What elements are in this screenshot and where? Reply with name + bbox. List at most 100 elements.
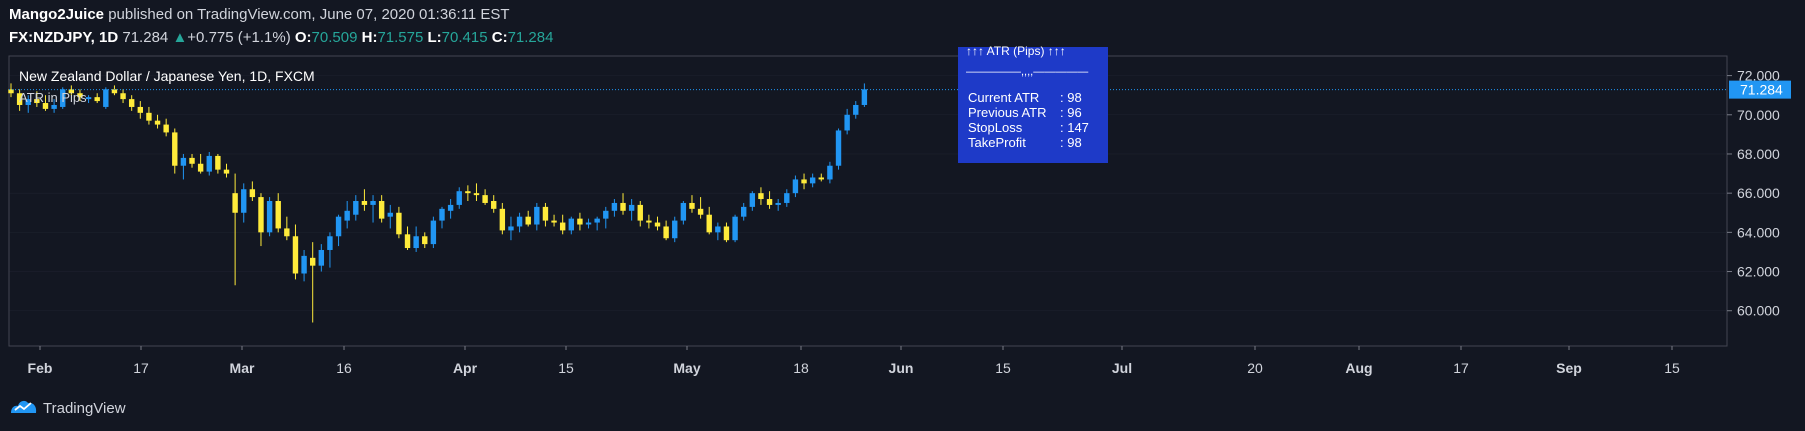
info-box-separator: —————,,,,————— [966,66,1088,78]
info-box-title: ↑↑↑ ATR (Pips) ↑↑↑ [966,44,1066,58]
candle-body [456,191,462,205]
time-tick-label: Jun [889,360,914,376]
candle-body [663,226,669,239]
candle-body [594,218,600,223]
candle-body [585,222,592,225]
candle-body [8,89,14,94]
candle-body [784,193,790,203]
current-atr-value: : 98 [1060,90,1082,105]
author-name[interactable]: Mango2Juice [9,6,105,23]
candle-body [249,189,256,198]
last-price-tag-background [1729,80,1791,99]
info-box-background [958,47,1108,163]
price-axis[interactable]: 72.000 70.000 68.000 66.000 64.000 62.000 60.0… [1727,68,1780,319]
candle-body [128,99,135,107]
candle-body [534,206,540,225]
footer: TradingView [9,397,126,419]
candle-body [301,255,307,274]
previous-atr-value: : 96 [1060,105,1082,120]
candle-body [672,220,678,239]
candle-body [284,228,290,237]
indicator-name: ATR in Pips [19,90,87,105]
candle-body [241,189,247,213]
candle-body [16,93,23,105]
candle-body [654,222,661,227]
price-tick-label: 64.000 [1737,224,1780,240]
candle-body [335,216,342,237]
candle-body [197,163,204,172]
symbol: FX:NZDJPY, 1D [9,29,119,46]
candle-body [559,222,566,231]
candle-body [568,218,574,231]
close-label: C: [491,29,508,46]
quote-header: FX:NZDJPY, 1D 71.284 ▲+0.775 (+1.1%) O:7… [9,29,553,46]
candle-body [310,257,316,266]
tradingview-logo-icon[interactable] [9,397,43,419]
candle-body [525,216,531,225]
candle-body [628,204,635,211]
time-tick-label: 16 [336,360,352,376]
time-tick-label: Apr [453,360,478,376]
candle-body [154,120,161,125]
candle-body [189,157,195,164]
price-tick-label: 70.000 [1737,107,1780,123]
low-value: 70.415 [441,29,488,46]
up-arrow-icon: ▲ [172,29,188,46]
candle-body [551,220,557,223]
time-axis[interactable]: Feb 17 Mar 16 Apr 15 May 18 Jun 15 Jul 20 Aug 17 Sep 15 [28,346,1680,376]
low-label: L: [427,29,442,46]
publish-info: published on TradingView.com, June 07, 2… [108,6,510,23]
candle-body [51,104,57,109]
takeprofit-label: TakeProfit [968,135,1026,150]
candle-body [318,249,325,266]
time-tick-label: 20 [1247,360,1263,376]
time-tick-label: Jul [1112,360,1132,376]
candle-body [697,208,704,215]
grid [9,75,1727,311]
candle-body [637,204,643,221]
candle-body [77,93,83,98]
candle-body [404,234,411,249]
candle-body [353,201,359,215]
previous-atr-label: Previous ATR [968,105,1047,120]
candle-body [516,216,523,227]
candle-body [223,169,230,174]
candle-body [482,195,488,203]
candle-body [465,191,471,194]
candle-body [603,210,609,219]
candle-body [378,201,385,219]
candle-body [749,193,756,207]
candle-body [111,89,118,94]
candle-body [491,201,497,209]
candle-body [42,103,49,109]
high-label: H: [361,29,378,46]
price-tick-label: 62.000 [1737,264,1780,280]
price-tick-label: 68.000 [1737,146,1780,162]
high-value: 71.575 [377,29,424,46]
price-tick-label: 66.000 [1737,185,1780,201]
time-tick-label: Sep [1556,360,1582,376]
candle-body [542,206,549,221]
candle-body [499,208,506,231]
open-label: O: [294,29,312,46]
candle-body [163,124,169,133]
candle-body [723,226,730,241]
candle-body [60,89,66,107]
pane-background [8,55,1728,347]
candle-body [327,236,333,250]
candle-body [396,212,402,235]
candle-body [180,157,187,166]
candle-body [680,202,687,221]
last-price-tag: 71.284 [1729,80,1791,99]
candle-body [689,202,695,209]
candle-body [266,201,273,233]
candle-body [577,218,583,225]
brand-name[interactable]: TradingView [43,399,126,417]
current-atr-label: Current ATR [968,90,1039,105]
candle-body [775,202,781,205]
time-tick-label: 18 [793,360,809,376]
candle-body [809,177,816,184]
candle-body [120,93,126,100]
candle-body [801,179,807,184]
